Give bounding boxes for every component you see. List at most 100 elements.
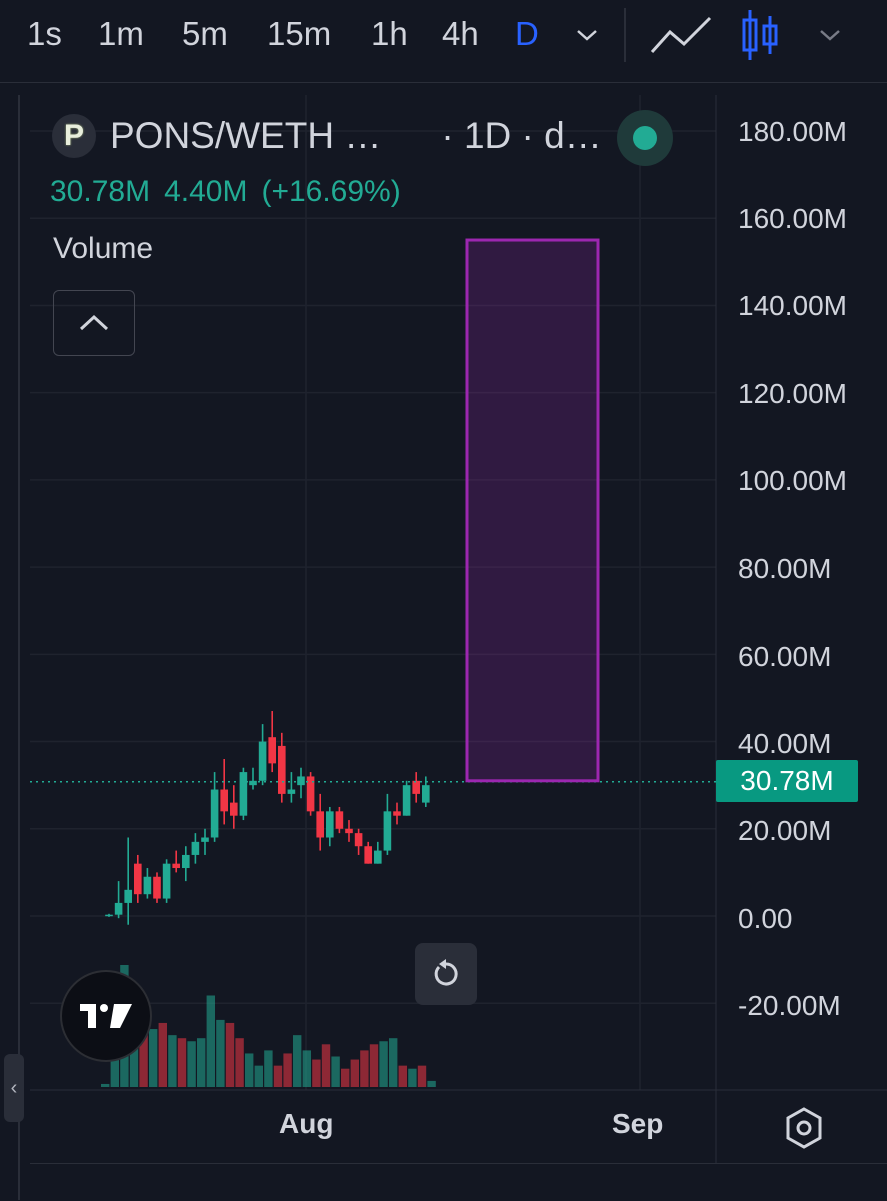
- candle-body: [230, 802, 238, 816]
- price-label: 100.00M: [738, 465, 847, 496]
- candle-body: [326, 811, 334, 838]
- price-label: 180.00M: [738, 116, 847, 147]
- collapse-panel-button[interactable]: ‹: [4, 1054, 24, 1122]
- candle-body: [383, 811, 392, 851]
- study-name[interactable]: Volume: [53, 232, 154, 265]
- timeframe-1s[interactable]: 1s: [27, 15, 62, 52]
- volume-bar: [427, 1080, 436, 1087]
- volume-bar: [389, 1038, 398, 1087]
- price-label: 60.00M: [738, 641, 832, 672]
- timeframe-1h[interactable]: 1h: [371, 15, 408, 52]
- candle-body: [210, 789, 219, 838]
- candlestick-icon[interactable]: [740, 8, 782, 62]
- reset-button[interactable]: [415, 943, 477, 1005]
- candle-body: [182, 854, 190, 869]
- candle-body: [114, 902, 123, 915]
- symbol-legend[interactable]: P PONS/WETH … · 1D · d…: [52, 114, 602, 158]
- symbol-title: PONS/WETH …: [110, 115, 382, 156]
- volume-bar: [417, 1065, 427, 1087]
- volume-bar: [187, 1041, 196, 1087]
- timeframe-4h[interactable]: 4h: [442, 15, 479, 52]
- change-value: 4.40M: [164, 175, 248, 208]
- candle-body: [422, 785, 430, 803]
- time-label-sep: Sep: [612, 1108, 664, 1139]
- change-percent: (+16.69%): [261, 175, 401, 208]
- symbol-logo-icon: P: [52, 114, 96, 158]
- volume-bar: [158, 1022, 167, 1087]
- candle-body: [220, 789, 228, 812]
- volume-bar: [101, 1083, 110, 1087]
- volume-bar: [293, 1035, 302, 1087]
- candle-body: [287, 789, 296, 794]
- candle-body: [249, 780, 257, 786]
- chevron-down-icon[interactable]: [575, 26, 599, 44]
- volume-bar: [331, 1056, 340, 1087]
- volume-bar: [264, 1050, 273, 1087]
- time-label-aug: Aug: [279, 1108, 334, 1139]
- toolbar-divider: [624, 8, 626, 62]
- candle-body: [364, 846, 372, 864]
- price-label: 40.00M: [738, 728, 832, 759]
- volume-bar: [168, 1035, 177, 1087]
- price-label: -20.00M: [738, 990, 841, 1021]
- candle-series: [105, 711, 430, 925]
- candle-body: [153, 876, 161, 899]
- price-label: 20.00M: [738, 815, 832, 846]
- volume-bar: [149, 1029, 158, 1087]
- left-panel-rail: [0, 95, 20, 1200]
- volume-bar: [398, 1065, 407, 1087]
- reset-icon: [434, 959, 458, 986]
- volume-bar: [216, 1019, 225, 1087]
- candle-body: [162, 863, 171, 899]
- volume-bar: [245, 1053, 254, 1087]
- collapse-legend-button[interactable]: [53, 290, 135, 356]
- candle-body: [393, 811, 401, 816]
- candle-body: [191, 841, 200, 855]
- price-label: 120.00M: [738, 378, 847, 409]
- candle-body: [258, 741, 267, 781]
- bottom-strip: [30, 1163, 887, 1201]
- candle-body: [124, 889, 132, 903]
- volume-bar: [369, 1044, 379, 1087]
- candle-body: [402, 785, 411, 816]
- settings-button[interactable]: [782, 1106, 826, 1155]
- candle-body: [297, 776, 305, 786]
- gear-icon: [786, 1107, 822, 1149]
- tradingview-logo-icon[interactable]: [60, 970, 152, 1062]
- volume-bar: [225, 1022, 235, 1087]
- volume-series: [101, 965, 436, 1087]
- volume-bar: [321, 1044, 331, 1087]
- candle-body: [172, 863, 180, 869]
- candle-body: [412, 780, 420, 794]
- candle-body: [316, 811, 324, 838]
- interval-text: · 1D · d…: [441, 115, 602, 156]
- candle-body: [268, 737, 276, 764]
- candle-body: [239, 772, 248, 816]
- volume-bar: [341, 1068, 350, 1087]
- drawing-rectangle: [465, 238, 600, 783]
- timeframe-d[interactable]: D: [515, 15, 539, 52]
- price-label: 140.00M: [738, 290, 847, 321]
- price-label: 0.00: [738, 903, 793, 934]
- volume-bar: [273, 1065, 283, 1087]
- volume-bar: [139, 1035, 148, 1087]
- timeframe-15m[interactable]: 15m: [267, 15, 332, 52]
- candle-body: [201, 837, 209, 842]
- volume-bar: [350, 1059, 359, 1087]
- candle-body: [345, 828, 353, 834]
- line-chart-icon[interactable]: [650, 12, 712, 58]
- volume-bar: [254, 1065, 263, 1087]
- chevron-up-icon: [79, 314, 109, 331]
- candle-body: [134, 863, 142, 895]
- timeframe-5m[interactable]: 5m: [182, 15, 228, 52]
- candle-body: [105, 914, 113, 917]
- last-value: 30.78M: [50, 175, 151, 208]
- candle-body: [335, 811, 344, 829]
- chevron-left-icon: ‹: [10, 1076, 18, 1099]
- chevron-down-icon[interactable]: [818, 26, 842, 44]
- timeframe-1m[interactable]: 1m: [98, 15, 144, 52]
- price-label: 160.00M: [738, 203, 847, 234]
- volume-bar: [283, 1053, 292, 1087]
- volume-bar: [235, 1038, 244, 1087]
